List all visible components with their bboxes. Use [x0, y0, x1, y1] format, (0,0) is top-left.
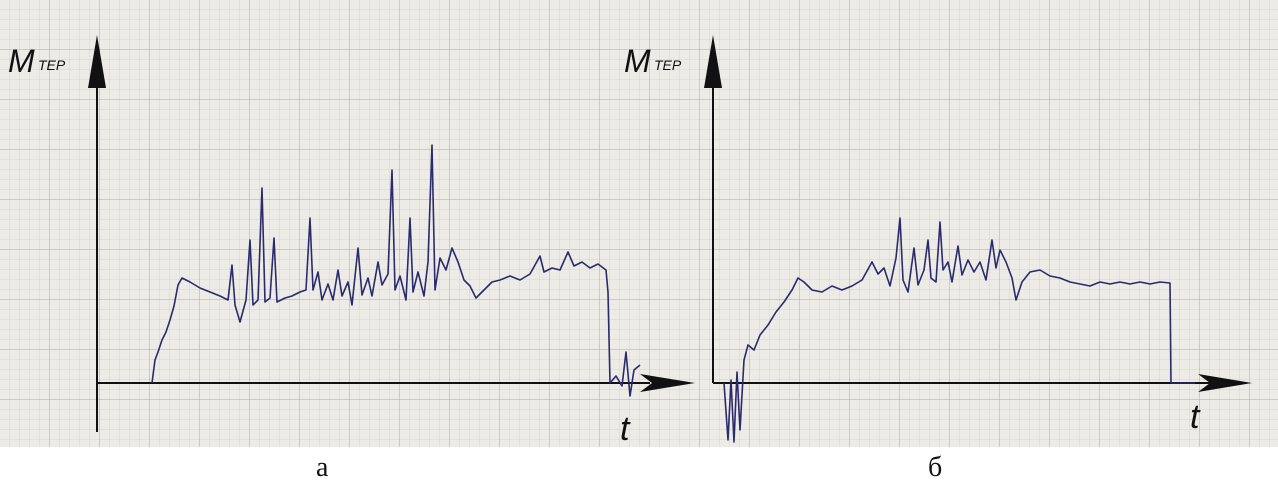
x-arrow [1198, 374, 1252, 392]
panel-a: M ТЕР t а [8, 35, 695, 482]
panel-b: M ТЕР t б [624, 35, 1252, 482]
x-label: t [1190, 398, 1201, 436]
y-arrow [88, 35, 106, 88]
y-label-subscript: ТЕР [38, 57, 66, 73]
y-label: M [8, 43, 35, 79]
caption: а [316, 452, 329, 482]
caption: б [928, 452, 942, 482]
graph-grid [0, 0, 1278, 447]
y-label-subscript: ТЕР [654, 57, 682, 73]
x-label: t [620, 410, 631, 448]
y-label: M [624, 43, 651, 79]
x-arrow [640, 374, 695, 392]
trace [723, 217, 1195, 443]
trace [151, 144, 641, 397]
caption-strip [0, 447, 1278, 482]
y-arrow [704, 35, 722, 88]
